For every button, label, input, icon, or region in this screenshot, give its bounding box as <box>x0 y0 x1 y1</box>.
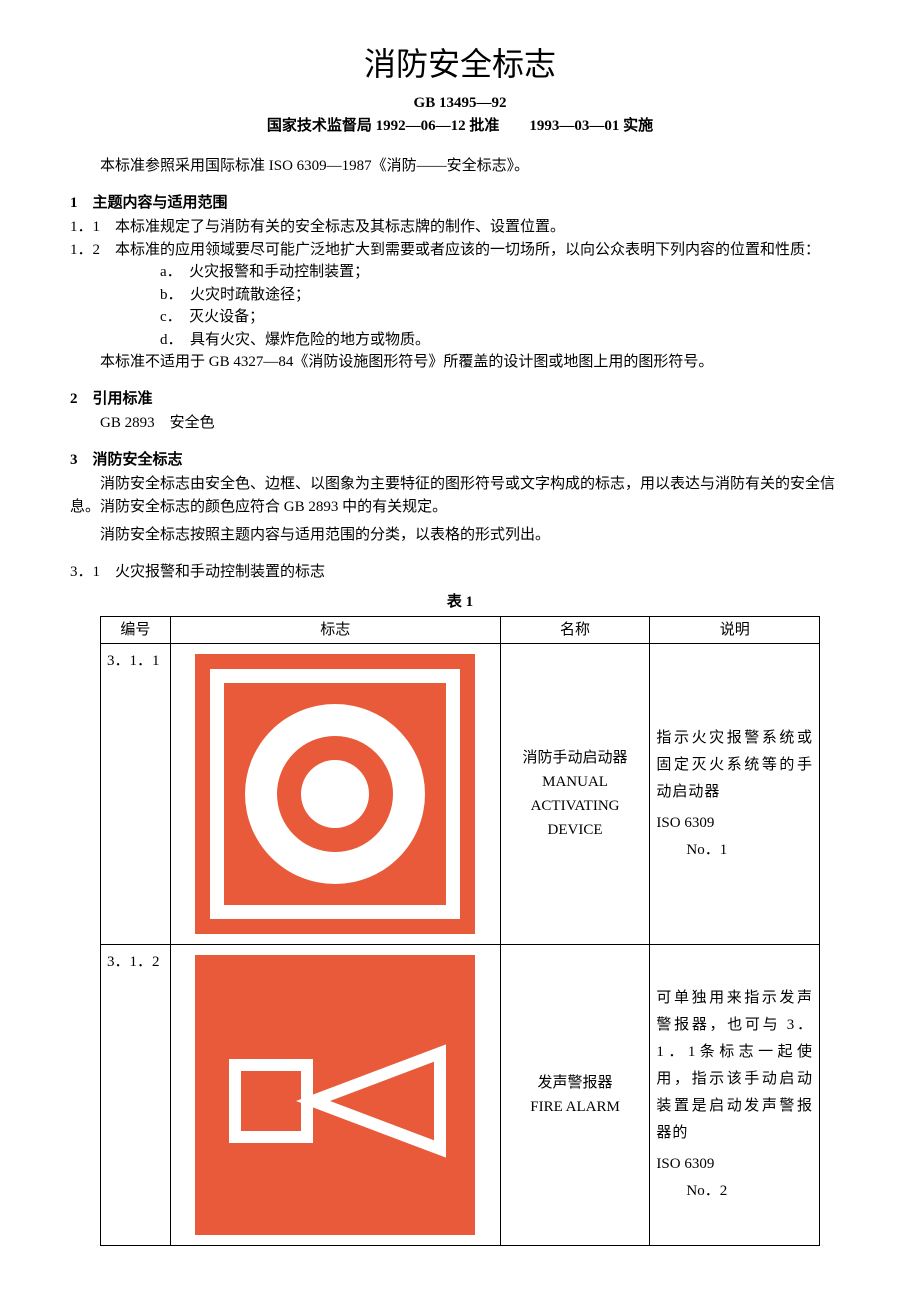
cell-sign-2 <box>170 945 500 1246</box>
fire-alarm-icon <box>195 955 475 1235</box>
manual-activating-icon <box>195 654 475 934</box>
name-en-1a: MANUAL <box>507 770 644 794</box>
name-en-1b: ACTIVATING <box>507 794 644 818</box>
clause-1-2-list: a． 火灾报警和手动控制装置； b． 火灾时疏散途径； c． 灭火设备； d． … <box>70 261 850 351</box>
cell-num-2: 3．1．2 <box>101 945 171 1246</box>
th-sign: 标志 <box>170 616 500 644</box>
clause-1-2: 1．2 本标准的应用领域要尽可能广泛地扩大到需要或者应该的一切场所，以向公众表明… <box>70 239 850 262</box>
desc-iso-1: ISO 6309 <box>656 810 813 837</box>
section-1-heading: 1 主题内容与适用范围 <box>70 192 850 215</box>
section-3-heading: 3 消防安全标志 <box>70 449 850 472</box>
cell-num-1: 3．1．1 <box>101 644 171 945</box>
desc-no-2: No．2 <box>656 1178 813 1205</box>
desc-iso-2: ISO 6309 <box>656 1151 813 1178</box>
doc-approval: 国家技术监督局 1992—06—12 批准 1993—03—01 实施 <box>70 115 850 138</box>
name-cn-1: 消防手动启动器 <box>507 746 644 770</box>
th-num: 编号 <box>101 616 171 644</box>
section-3-p1: 消防安全标志由安全色、边框、以图象为主要特征的图形符号或文字构成的标志，用以表达… <box>70 473 850 518</box>
desc-text-2: 可单独用来指示发声警报器，也可与 3．1．1条标志一起使用，指示该手动启动装置是… <box>656 990 813 1141</box>
cell-name-1: 消防手动启动器 MANUAL ACTIVATING DEVICE <box>500 644 650 945</box>
table-header-row: 编号 标志 名称 说明 <box>101 616 820 644</box>
cell-sign-1 <box>170 644 500 945</box>
section-2-heading: 2 引用标准 <box>70 388 850 411</box>
table-1-caption: 表 1 <box>70 591 850 614</box>
list-item-b: b． 火灾时疏散途径； <box>160 284 850 307</box>
name-cn-2: 发声警报器 <box>507 1071 644 1095</box>
sign-fire-alarm <box>195 955 475 1235</box>
intro-paragraph: 本标准参照采用国际标准 ISO 6309—1987《消防——安全标志》。 <box>70 155 850 178</box>
reference-gb2893: GB 2893 安全色 <box>100 412 850 435</box>
subsection-3-1: 3．1 火灾报警和手动控制装置的标志 <box>70 561 850 584</box>
table-row: 3．1．1 消防手动启动器 MANUAL ACTIVATING <box>101 644 820 945</box>
clause-1-1: 1．1 本标准规定了与消防有关的安全标志及其标志牌的制作、设置位置。 <box>70 216 850 239</box>
th-name: 名称 <box>500 616 650 644</box>
signs-table: 编号 标志 名称 说明 3．1．1 <box>100 616 820 1247</box>
cell-desc-1: 指示火灾报警系统或固定灭火系统等的手动启动器 ISO 6309 No．1 <box>650 644 820 945</box>
desc-no-1: No．1 <box>656 837 813 864</box>
list-item-c: c． 灭火设备； <box>160 306 850 329</box>
desc-text-1: 指示火灾报警系统或固定灭火系统等的手动启动器 <box>656 730 813 800</box>
clause-1-note: 本标准不适用于 GB 4327—84《消防设施图形符号》所覆盖的设计图或地图上用… <box>70 351 850 374</box>
sign-manual-activating <box>195 654 475 934</box>
name-en-1c: DEVICE <box>507 818 644 842</box>
th-desc: 说明 <box>650 616 820 644</box>
cell-desc-2: 可单独用来指示发声警报器，也可与 3．1．1条标志一起使用，指示该手动启动装置是… <box>650 945 820 1246</box>
list-item-d: d． 具有火灾、爆炸危险的地方或物质。 <box>160 329 850 352</box>
table-row: 3．1．2 发声警报器 FIRE ALARM <box>101 945 820 1246</box>
doc-code: GB 13495—92 <box>70 92 850 115</box>
name-en-2a: FIRE ALARM <box>507 1095 644 1119</box>
section-3-p2: 消防安全标志按照主题内容与适用范围的分类，以表格的形式列出。 <box>70 524 850 547</box>
list-item-a: a． 火灾报警和手动控制装置； <box>160 261 850 284</box>
cell-name-2: 发声警报器 FIRE ALARM <box>500 945 650 1246</box>
doc-title: 消防安全标志 <box>70 40 850 88</box>
